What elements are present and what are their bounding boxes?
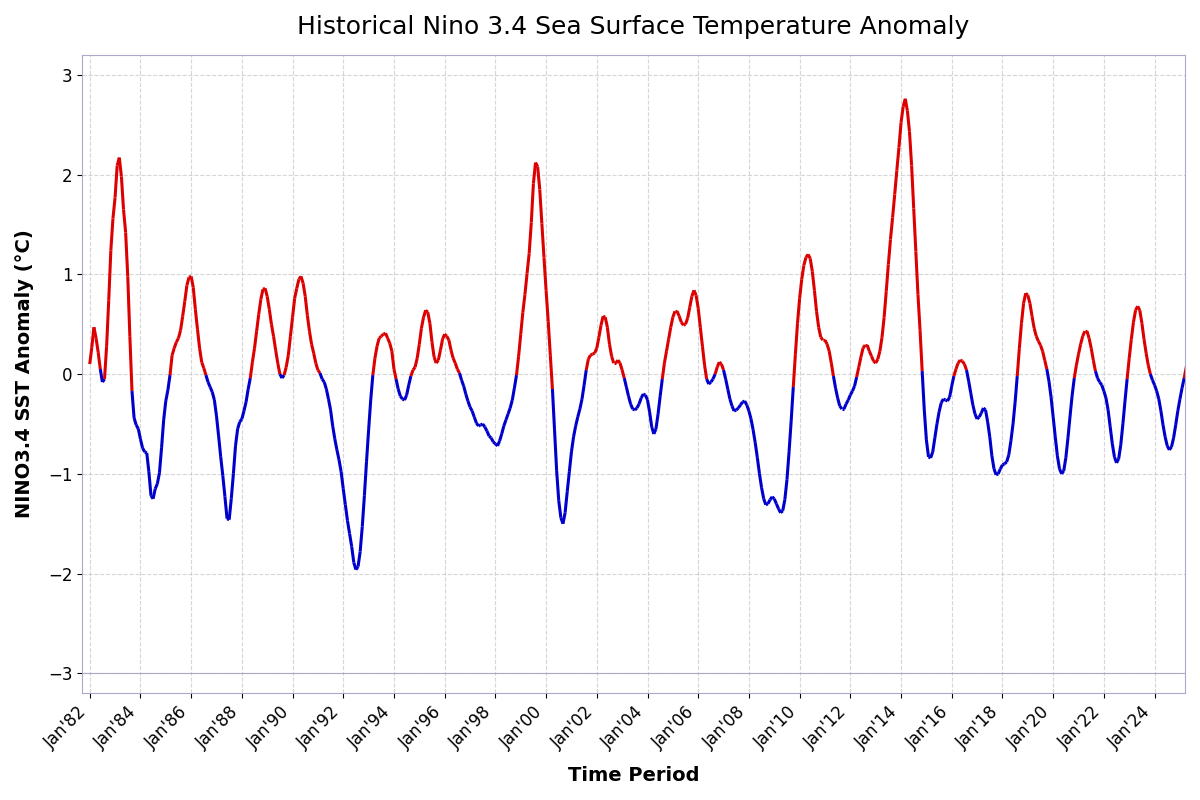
Title: Historical Nino 3.4 Sea Surface Temperature Anomaly: Historical Nino 3.4 Sea Surface Temperat… xyxy=(298,15,970,39)
X-axis label: Time Period: Time Period xyxy=(568,766,700,785)
Y-axis label: NINO3.4 SST Anomaly (°C): NINO3.4 SST Anomaly (°C) xyxy=(14,230,34,518)
